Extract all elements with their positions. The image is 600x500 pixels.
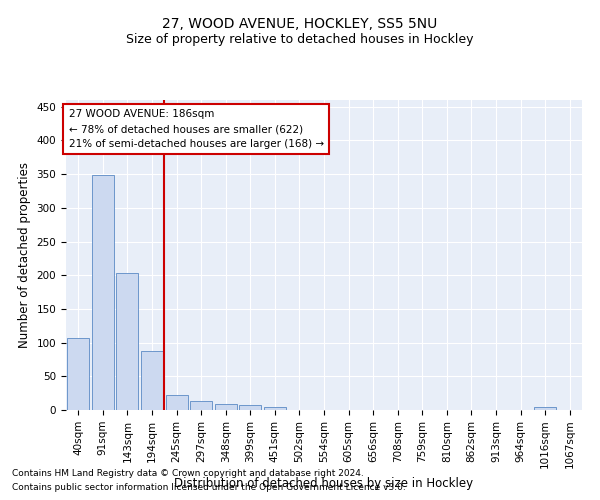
Text: Size of property relative to detached houses in Hockley: Size of property relative to detached ho… (126, 32, 474, 46)
X-axis label: Distribution of detached houses by size in Hockley: Distribution of detached houses by size … (175, 476, 473, 490)
Text: 27, WOOD AVENUE, HOCKLEY, SS5 5NU: 27, WOOD AVENUE, HOCKLEY, SS5 5NU (163, 18, 437, 32)
Bar (166, 394, 188, 410)
Bar (92, 176, 114, 410)
Bar (190, 400, 212, 410)
Bar (67, 338, 89, 410)
Bar (215, 404, 237, 410)
Text: Contains HM Land Registry data © Crown copyright and database right 2024.: Contains HM Land Registry data © Crown c… (12, 468, 364, 477)
Text: Contains public sector information licensed under the Open Government Licence v3: Contains public sector information licen… (12, 484, 406, 492)
Bar (264, 406, 286, 410)
Bar (239, 404, 262, 410)
Text: 27 WOOD AVENUE: 186sqm
← 78% of detached houses are smaller (622)
21% of semi-de: 27 WOOD AVENUE: 186sqm ← 78% of detached… (68, 110, 324, 149)
Bar (534, 406, 556, 410)
Y-axis label: Number of detached properties: Number of detached properties (18, 162, 31, 348)
Bar (141, 350, 163, 410)
Bar (116, 273, 139, 410)
